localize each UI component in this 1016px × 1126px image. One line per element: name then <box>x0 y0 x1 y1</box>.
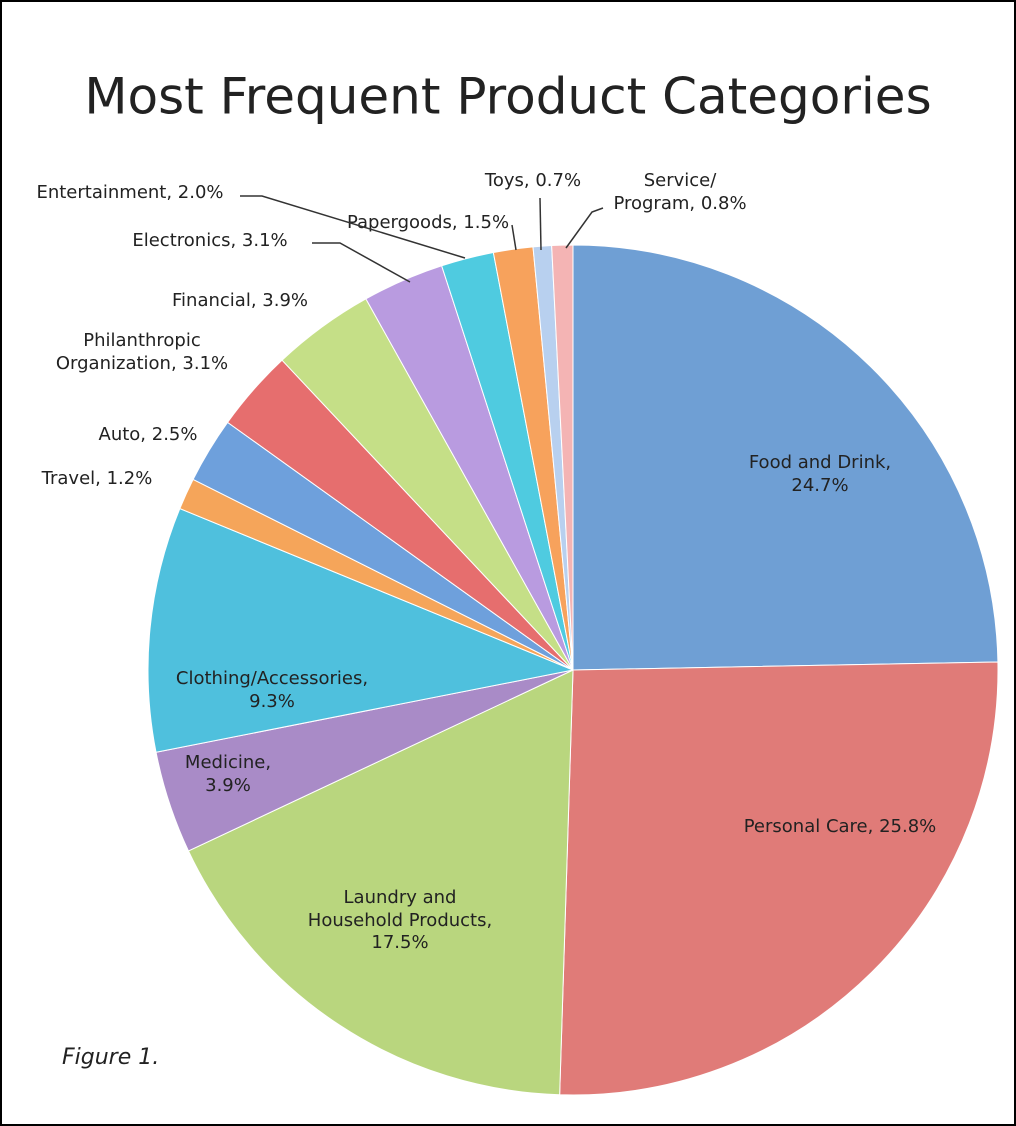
data-label: Papergoods, 1.5% <box>346 212 510 233</box>
data-label: Philanthropic Organization, 3.1% <box>55 330 229 374</box>
data-label-box: Laundry and Household Products, 17.5% <box>307 887 493 953</box>
data-label-box: Travel, 1.2% <box>41 468 153 489</box>
leader-line <box>511 224 517 251</box>
data-label: Travel, 1.2% <box>41 468 153 489</box>
leader-line <box>565 207 604 249</box>
data-label: Food and Drink, 24.7% <box>748 452 892 496</box>
data-label: Entertainment, 2.0% <box>36 182 224 203</box>
data-label-box: Entertainment, 2.0% <box>36 182 224 203</box>
pie-slice <box>572 244 999 671</box>
data-label: Laundry and Household Products, 17.5% <box>307 887 493 953</box>
pie-slice <box>559 661 999 1096</box>
pie-slice <box>551 244 574 671</box>
caption: Figure 1. <box>62 1045 159 1070</box>
data-label-box: Electronics, 3.1% <box>132 230 288 251</box>
leader-line <box>312 242 411 283</box>
leader-line <box>240 195 466 259</box>
data-label: Auto, 2.5% <box>98 424 198 445</box>
data-label-box: Auto, 2.5% <box>98 424 198 445</box>
data-label: Toys, 0.7% <box>484 170 582 191</box>
data-label-box: Personal Care, 25.8% <box>743 816 937 837</box>
data-label-box: Papergoods, 1.5% <box>346 212 510 233</box>
pie-slice <box>147 507 575 753</box>
data-label: Service/ Program, 0.8% <box>613 170 747 214</box>
data-label: Personal Care, 25.8% <box>743 816 937 837</box>
data-label-box: Financial, 3.9% <box>172 290 308 311</box>
chart-title: Most Frequent Product Categories <box>84 68 931 126</box>
data-label: Clothing/Accessories, 9.3% <box>175 668 369 712</box>
leader-line <box>539 197 542 251</box>
pie-slice <box>187 669 574 1096</box>
data-label-box: Medicine, 3.9% <box>184 752 272 796</box>
leader-lines <box>240 195 604 283</box>
data-label: Financial, 3.9% <box>172 290 308 311</box>
data-label: Electronics, 3.1% <box>132 230 288 251</box>
data-label-box: Toys, 0.7% <box>484 170 582 191</box>
data-label: Medicine, 3.9% <box>184 752 272 796</box>
data-label-box: Clothing/Accessories, 9.3% <box>175 668 369 712</box>
data-label-box: Philanthropic Organization, 3.1% <box>55 330 229 374</box>
data-label-box: Service/ Program, 0.8% <box>613 170 747 214</box>
data-label-box: Food and Drink, 24.7% <box>748 452 892 496</box>
